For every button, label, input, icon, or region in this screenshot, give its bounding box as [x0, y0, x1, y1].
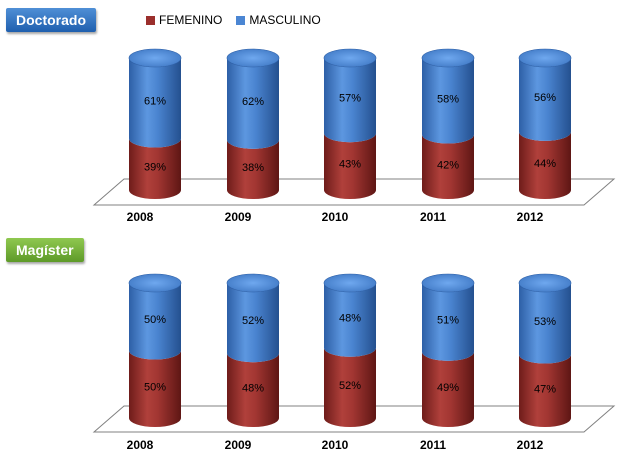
legend-swatch-femenino [146, 15, 155, 25]
label-masculino-2009: 62% [242, 96, 264, 108]
label-femenino-2010: 43% [339, 159, 361, 171]
label-masculino-2010: 57% [339, 93, 361, 105]
legend: FEMENINO MASCULINO [146, 12, 335, 28]
chart-title-doctorado: Doctorado [6, 8, 96, 32]
label-masculino-2009: 52% [242, 315, 264, 327]
legend-item-masculino: MASCULINO [236, 13, 321, 27]
cylinder-2008: 61% 39% [128, 48, 182, 199]
bar-top-2010 [323, 273, 377, 293]
bar-masculino-2010 [324, 283, 376, 357]
chart-doctorado: 61% 39% 2008 62% 38% 2009 57% 43% 2010 58% 42% 2011… [92, 48, 616, 224]
label-femenino-2012: 44% [534, 158, 556, 170]
label-masculino-2011: 51% [437, 314, 459, 326]
tick-label-2011: 2011 [420, 438, 446, 452]
bar-top-2010 [323, 48, 377, 68]
legend-item-femenino: FEMENINO [146, 13, 222, 27]
bar-femenino-2012 [519, 131, 571, 199]
label-femenino-2011: 42% [437, 159, 459, 171]
bar-masculino-2009 [227, 283, 279, 363]
chart-magister: 50% 50% 2008 52% 48% 2009 48% 52% 2010 51% 49% 2011… [92, 273, 616, 452]
bar-femenino-2010 [324, 347, 376, 427]
bar-masculino-2008 [129, 283, 181, 360]
bar-masculino-2010 [324, 58, 376, 143]
tick-label-2012: 2012 [517, 438, 544, 452]
chart-title-magister: Magíster [6, 238, 84, 262]
label-masculino-2011: 58% [437, 93, 459, 105]
label-masculino-2008: 50% [144, 314, 166, 326]
cylinder-2010: 48% 52% [323, 273, 377, 427]
bar-top-2012 [518, 273, 572, 293]
tick-label-2009: 2009 [225, 438, 252, 452]
bar-femenino-2010 [324, 133, 376, 199]
legend-label-femenino: FEMENINO [159, 13, 223, 27]
legend-label-masculino: MASCULINO [249, 13, 321, 27]
bar-top-2008 [128, 273, 182, 293]
legend-swatch-masculino [236, 15, 246, 25]
bar-masculino-2008 [129, 58, 181, 148]
bar-masculino-2009 [227, 58, 279, 149]
tick-label-2010: 2010 [322, 438, 349, 452]
bar-top-2011 [421, 48, 475, 68]
bar-masculino-2012 [519, 58, 571, 141]
bar-top-2012 [518, 48, 572, 68]
bar-top-2011 [421, 273, 475, 293]
label-femenino-2010: 52% [339, 380, 361, 392]
label-femenino-2008: 50% [144, 381, 166, 393]
tick-label-2010: 2010 [322, 210, 349, 224]
bar-masculino-2011 [422, 283, 474, 361]
bar-top-2009 [226, 273, 280, 293]
tick-label-2009: 2009 [225, 210, 252, 224]
label-femenino-2011: 49% [437, 382, 459, 394]
bar-top-2009 [226, 48, 280, 68]
bar-femenino-2011 [422, 351, 474, 427]
label-masculino-2012: 53% [534, 316, 556, 328]
label-femenino-2009: 38% [242, 162, 264, 174]
label-masculino-2010: 48% [339, 312, 361, 324]
bar-femenino-2009 [227, 139, 279, 199]
cylinder-2011: 58% 42% [421, 48, 475, 199]
cylinder-2010: 57% 43% [323, 48, 377, 199]
cylinder-2008: 50% 50% [128, 273, 182, 427]
bar-femenino-2011 [422, 134, 474, 199]
label-masculino-2008: 61% [144, 95, 166, 107]
tick-label-2012: 2012 [517, 210, 544, 224]
bar-femenino-2012 [519, 354, 571, 427]
cylinder-2012: 56% 44% [518, 48, 572, 199]
cylinder-2012: 53% 47% [518, 273, 572, 427]
tick-label-2011: 2011 [420, 210, 446, 224]
cylinder-2009: 62% 38% [226, 48, 280, 199]
bar-femenino-2009 [227, 353, 279, 427]
label-femenino-2009: 48% [242, 383, 264, 395]
label-femenino-2008: 39% [144, 161, 166, 173]
bar-masculino-2012 [519, 283, 571, 364]
label-femenino-2012: 47% [534, 383, 556, 395]
bar-top-2008 [128, 48, 182, 68]
cylinder-2009: 52% 48% [226, 273, 280, 427]
label-masculino-2012: 56% [534, 92, 556, 104]
tick-label-2008: 2008 [127, 438, 154, 452]
bar-masculino-2011 [422, 58, 474, 144]
bar-femenino-2008 [129, 138, 181, 199]
bar-femenino-2008 [129, 350, 181, 427]
cylinder-2011: 51% 49% [421, 273, 475, 427]
tick-label-2008: 2008 [127, 210, 154, 224]
